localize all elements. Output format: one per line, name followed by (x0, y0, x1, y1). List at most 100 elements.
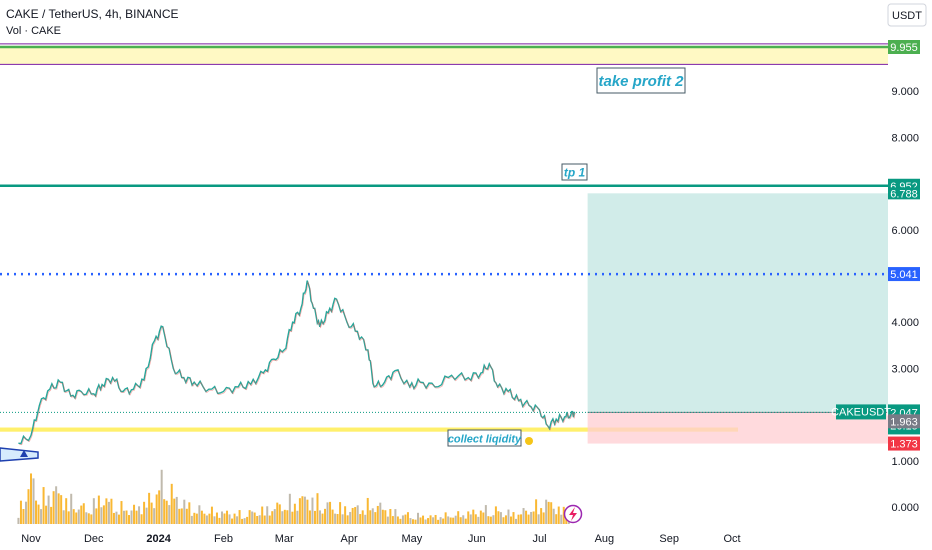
flash-icon[interactable] (563, 504, 583, 524)
volume-bar (329, 501, 332, 524)
volume-bar (399, 518, 402, 524)
volume-bar (512, 512, 515, 524)
tp1-annotation[interactable]: tp 1 (561, 163, 588, 181)
volume-bar (517, 514, 520, 524)
position-target-tag-label: 6.788 (890, 188, 918, 200)
volume-bar (125, 510, 128, 524)
take-profit-2-annotation[interactable]: take profit 2 (596, 67, 686, 94)
volume-bar (105, 498, 108, 524)
volume-bar (462, 515, 465, 524)
volume-bar (540, 508, 543, 524)
zones-layer (0, 43, 888, 432)
collect-liquidity-annotation[interactable]: collect liqidity (447, 429, 533, 447)
x-tick-label: Oct (723, 533, 740, 545)
y-tick-label: 1.000 (891, 456, 919, 468)
volume-bar (140, 514, 143, 524)
volume-bar (128, 515, 131, 524)
stop-tag[interactable] (888, 436, 920, 451)
volume-bar (253, 512, 256, 524)
volume-bar (288, 493, 291, 524)
volume-bar (97, 495, 100, 524)
volume-bar (92, 498, 95, 524)
volume-bar (316, 493, 319, 524)
volume-bar (354, 507, 357, 524)
volume-bar (173, 498, 176, 524)
volume-bar (560, 514, 563, 524)
volume-bar (153, 508, 156, 524)
volume-bar (535, 499, 538, 524)
volume-bar (90, 514, 93, 524)
volume-bar (150, 502, 153, 524)
volume-bar (489, 516, 492, 524)
volume-bar (429, 515, 432, 524)
volume-bar (318, 510, 321, 524)
volume-bar (155, 494, 158, 524)
volume-bar (452, 517, 455, 524)
volume-bar (50, 506, 53, 524)
volume-bar (55, 486, 58, 524)
volume-bar (552, 508, 555, 524)
volume-bar (298, 498, 301, 524)
volume-bar (95, 508, 98, 524)
volume-bar (437, 519, 440, 524)
volume-bar (158, 490, 161, 524)
volume-bar (77, 509, 80, 524)
y-tick-label: 0.000 (891, 502, 919, 514)
volume-bar (427, 518, 430, 524)
volume-bar (349, 511, 352, 524)
volume-bar (384, 510, 387, 524)
y-tick-label: 3.000 (891, 363, 919, 375)
volume-bar (266, 506, 269, 524)
position-target-tag[interactable] (888, 187, 920, 200)
volume-bar (268, 515, 271, 524)
volume-bar (175, 496, 178, 524)
volume-bar (522, 508, 525, 524)
volume-bar (163, 499, 166, 524)
entry-tag[interactable] (888, 414, 920, 429)
volume-bar (57, 493, 60, 524)
price-layer (18, 280, 576, 446)
tp1-label: tp 1 (564, 166, 586, 180)
volume-bar (497, 511, 500, 524)
volume-bar (306, 499, 309, 524)
x-tick-label: Sep (659, 533, 679, 545)
volume-bar (138, 506, 141, 524)
symbol-tag[interactable] (836, 404, 886, 420)
volume-bar (509, 516, 512, 524)
take-profit-2-tag[interactable] (888, 40, 920, 54)
volume-bar (419, 517, 422, 524)
volume-bar (100, 507, 103, 524)
volume-bar (474, 514, 477, 524)
volume-bar (527, 514, 530, 524)
volume-bar (276, 502, 279, 524)
volume-bar (135, 510, 138, 524)
volume-bar (273, 509, 276, 524)
dotted-resistance-tag[interactable] (888, 267, 920, 282)
volume-bar (293, 503, 296, 524)
volume-bar (530, 511, 533, 524)
volume-bar (464, 518, 467, 524)
symbol-tag-label: CAKEUSDT (831, 406, 891, 418)
volume-bar (369, 510, 372, 524)
volume-bar (218, 517, 221, 524)
volume-bar (261, 506, 264, 524)
position-profit-zone[interactable] (587, 193, 888, 413)
volume-bar (281, 511, 284, 524)
volume-bar (107, 501, 110, 524)
x-tick-label: Aug (595, 533, 615, 545)
time-axis-ticks: Nov Dec 2024 Feb Mar Apr May Jun Jul Aug Sep Oct (21, 533, 740, 545)
y-tick-label: 4.000 (891, 317, 919, 329)
volume-bar (185, 508, 188, 524)
volume-bar (321, 513, 324, 524)
volume-bar (326, 502, 329, 524)
volume-bar (459, 517, 462, 524)
currency-button[interactable]: USDT (887, 3, 927, 27)
volume-bar (200, 510, 203, 524)
volume-bar (241, 518, 244, 524)
volume-bar (198, 505, 201, 524)
volume-bar (47, 495, 50, 524)
volume-bar (188, 502, 191, 524)
volume-bar (449, 517, 452, 524)
